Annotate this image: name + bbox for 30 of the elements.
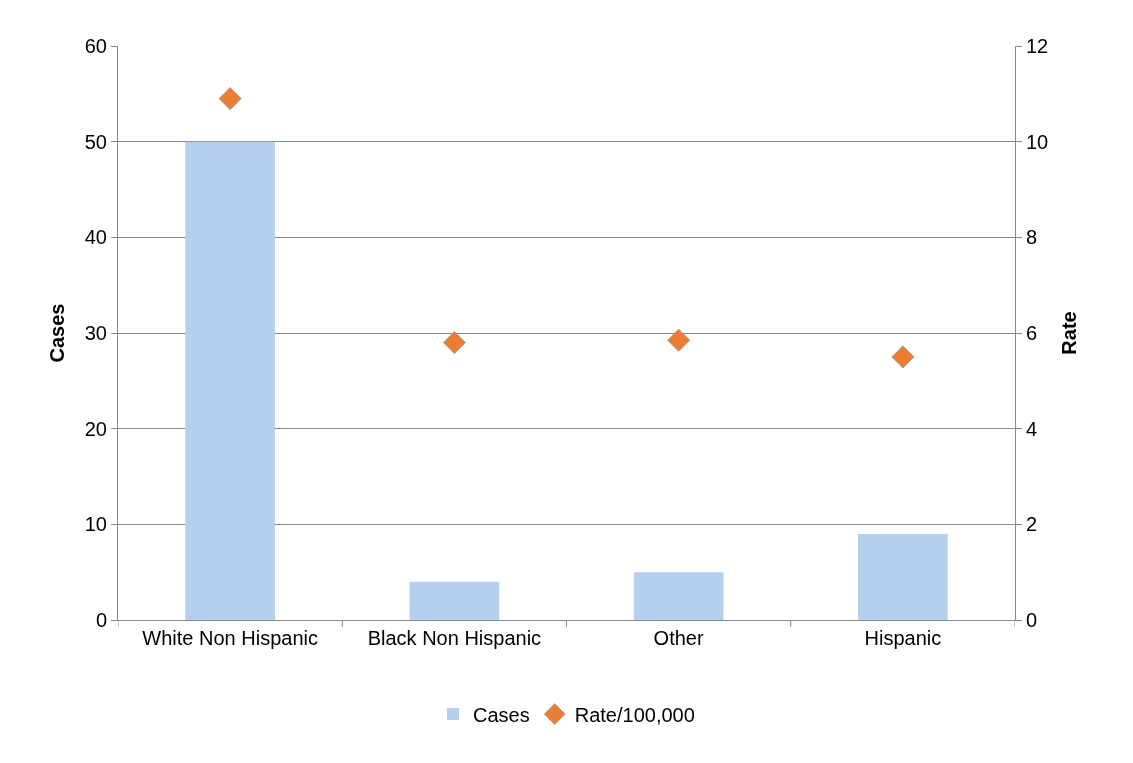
bar xyxy=(185,141,275,620)
x-tick-label: Other xyxy=(653,627,704,649)
y-tick-label: 0 xyxy=(95,609,107,631)
y-tick-label: 40 xyxy=(84,226,107,249)
point xyxy=(218,87,242,111)
bar xyxy=(633,572,724,620)
x-tick-label: Hispanic xyxy=(864,627,942,649)
y2-tick-label: 2 xyxy=(1026,513,1038,536)
y2-tick-label: 8 xyxy=(1026,226,1038,249)
point xyxy=(667,328,691,352)
y2-tick-label: 10 xyxy=(1026,130,1049,153)
bar xyxy=(858,533,948,620)
y-tick-label: 60 xyxy=(84,35,107,57)
x-tick-label: White Non Hispanic xyxy=(142,627,318,649)
y2-tick-label: 0 xyxy=(1026,609,1038,631)
x-tick-label: Black Non Hispanic xyxy=(367,627,542,649)
y-tick-label: 10 xyxy=(84,513,107,536)
y-axis-title: Cases xyxy=(46,303,69,363)
point xyxy=(891,345,915,369)
y2-tick-label: 6 xyxy=(1026,322,1038,344)
y-tick-label: 30 xyxy=(84,322,107,344)
y-tick-label: 20 xyxy=(84,417,107,440)
bar xyxy=(409,581,500,620)
y2-tick-label: 4 xyxy=(1026,417,1038,440)
y2-tick-label: 12 xyxy=(1026,35,1049,57)
point xyxy=(442,331,466,355)
y-tick-label: 50 xyxy=(84,130,107,153)
legend-label: Rate/100,000 xyxy=(574,703,695,726)
legend-label: Cases xyxy=(473,703,530,726)
y2-axis-title: Rate xyxy=(1057,311,1080,355)
